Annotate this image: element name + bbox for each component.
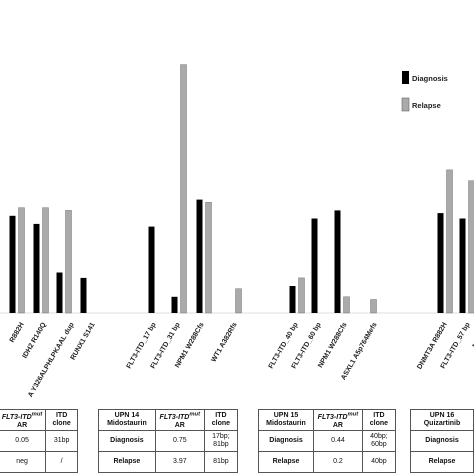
header-flt3-ar: FLT3-ITDmut AR <box>313 409 363 431</box>
bars-layer <box>9 64 474 314</box>
tick-label: R882H <box>9 322 26 344</box>
bar-diagnosis-7 <box>148 226 155 313</box>
cell-timepoint: Relapse <box>257 451 315 473</box>
bar-relapse-13 <box>343 296 350 314</box>
table-upn16: UPN 16 Quizartinib Diagnosis Relapse <box>410 409 474 473</box>
table-header-row: UPN 15 Midostaurin FLT3-ITDmut AR ITD clo… <box>257 409 397 431</box>
bar-diagnosis-19 <box>459 218 466 313</box>
tick-label: IDH2 R140Q <box>22 321 48 360</box>
bar-relapse-14 <box>370 299 377 314</box>
cell-ar: neg <box>0 451 47 473</box>
bar-relapse-11 <box>298 277 305 314</box>
bar-diagnosis-3 <box>80 277 87 313</box>
legend-swatch-diagnosis <box>402 71 409 84</box>
cell-timepoint: Diagnosis <box>98 430 156 452</box>
table-row: Diagnosis 0.75 17bp; 81bp <box>98 430 239 452</box>
header-itd-clone: ITD clone <box>361 409 397 431</box>
cell-ar: 0.44 <box>313 430 363 452</box>
legend-label-diagnosis: Diagnosis <box>412 74 448 83</box>
table-row: Relapse 0.2 40bp <box>257 451 397 473</box>
bar-diagnosis-0 <box>9 215 16 313</box>
legend-label-relapse: Relapse <box>412 101 441 110</box>
table-row: Diagnosis <box>410 430 474 452</box>
cell-timepoint: Diagnosis <box>257 430 315 452</box>
tick-label: WT1 A382Rfs <box>210 321 238 363</box>
table-upn14: UPN 14 Midostaurin FLT3-ITDmut AR ITD clo… <box>98 409 239 473</box>
bar-relapse-1 <box>42 207 49 314</box>
bar-relapse-9 <box>205 202 212 314</box>
table-row: Relapse <box>410 451 474 473</box>
tick-label: NPM1 W288Cfs <box>317 321 349 369</box>
header-flt3-ar: FLT3-ITDmut AR <box>0 409 47 431</box>
bar-relapse-2 <box>65 210 72 314</box>
cell-clone: 17bp; 81bp <box>203 430 239 452</box>
bar-diagnosis-18 <box>437 213 444 313</box>
cell-timepoint: Diagnosis <box>410 430 474 452</box>
cell-ar: 3.97 <box>154 451 205 473</box>
cell-timepoint: Relapse <box>98 451 156 473</box>
table-row: 0.05 31bp <box>0 430 78 452</box>
table-row: Diagnosis 0.44 40bp; 60bp <box>257 430 397 452</box>
bar-relapse-10 <box>235 288 242 314</box>
cell-ar: 0.2 <box>313 451 363 473</box>
table-header-row: FLT3-ITDmut AR ITD clone <box>0 409 78 431</box>
bar-relapse-0 <box>18 207 25 314</box>
cell-clone: 31bp <box>45 430 78 452</box>
table-row: neg / <box>0 451 78 473</box>
table-header-row: UPN 14 Midostaurin FLT3-ITDmut AR ITD clo… <box>98 409 239 431</box>
cell-ar: 0.75 <box>154 430 205 452</box>
header-patient: UPN 14 Midostaurin <box>98 409 156 431</box>
cell-clone: 81bp <box>203 451 239 473</box>
bar-diagnosis-8 <box>171 296 178 313</box>
header-itd-clone: ITD clone <box>203 409 239 431</box>
header-itd-clone: ITD clone <box>45 409 78 431</box>
bar-diagnosis-9 <box>196 199 203 313</box>
header-flt3-ar: FLT3-ITDmut AR <box>154 409 205 431</box>
legend: Diagnosis Relapse <box>401 71 448 112</box>
cell-clone: / <box>45 451 78 473</box>
table-row: Relapse 3.97 81bp <box>98 451 239 473</box>
bar-diagnosis-13 <box>334 210 341 313</box>
cell-clone: 40bp; 60bp <box>361 430 397 452</box>
table-upn15: UPN 15 Midostaurin FLT3-ITDmut AR ITD clo… <box>257 409 397 473</box>
bar-diagnosis-12 <box>311 218 318 313</box>
header-patient: UPN 15 Midostaurin <box>257 409 315 431</box>
legend-swatch-relapse <box>401 97 410 112</box>
cell-clone: 40bp <box>361 451 397 473</box>
bar-diagnosis-11 <box>289 286 296 313</box>
cell-timepoint: Relapse <box>410 451 474 473</box>
table-header-row: UPN 16 Quizartinib <box>410 409 474 431</box>
bar-relapse-8 <box>180 64 187 314</box>
header-patient: UPN 16 Quizartinib <box>410 409 474 431</box>
bar-relapse-18 <box>446 169 453 314</box>
cell-ar: 0.05 <box>0 430 47 452</box>
bar-diagnosis-1 <box>33 223 40 313</box>
bar-relapse-19 <box>468 180 474 314</box>
table-partial: FLT3-ITDmut AR ITD clone 0.05 31bp neg / <box>0 409 78 473</box>
bar-diagnosis-2 <box>56 272 63 313</box>
tick-label: ASXL1 A5p764Mefs <box>340 321 379 381</box>
